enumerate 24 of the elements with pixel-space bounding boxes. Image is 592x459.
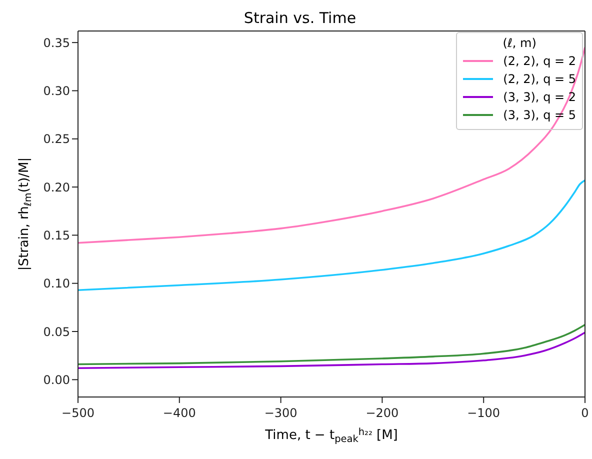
legend-label: (3, 3), q = 5 bbox=[503, 108, 576, 122]
x-tick-label: −200 bbox=[366, 406, 399, 420]
line-series bbox=[78, 179, 585, 291]
legend-label: (2, 2), q = 2 bbox=[503, 54, 576, 68]
x-axis-title: Time, t − t$_{peak}$$^{h₂₂}$ [M] bbox=[264, 427, 398, 444]
y-tick-label: 0.25 bbox=[43, 132, 70, 146]
y-tick-label: 0.35 bbox=[43, 36, 70, 50]
legend-label: (2, 2), q = 5 bbox=[503, 72, 576, 86]
y-tick-label: 0.20 bbox=[43, 180, 70, 194]
line-series bbox=[78, 324, 585, 366]
line-series bbox=[78, 332, 585, 370]
chart-title: Strain vs. Time bbox=[242, 8, 358, 28]
legend-label: (3, 3), q = 2 bbox=[503, 90, 576, 104]
x-tick-label: −400 bbox=[162, 406, 196, 420]
y-tick-label: 0.10 bbox=[43, 276, 70, 291]
y-tick-label: 0.30 bbox=[43, 84, 70, 98]
x-tick-label: 0 bbox=[581, 406, 589, 420]
legend-title: (ℓ, m) bbox=[502, 36, 538, 50]
x-tick-label: −500 bbox=[62, 406, 94, 420]
y-tick-label: 0.05 bbox=[43, 324, 70, 339]
x-tick-label: −300 bbox=[264, 406, 298, 420]
y-tick-label: 0.00 bbox=[43, 372, 70, 387]
x-tick-label: −100 bbox=[467, 406, 500, 420]
y-tick-label: 0.15 bbox=[43, 228, 70, 242]
